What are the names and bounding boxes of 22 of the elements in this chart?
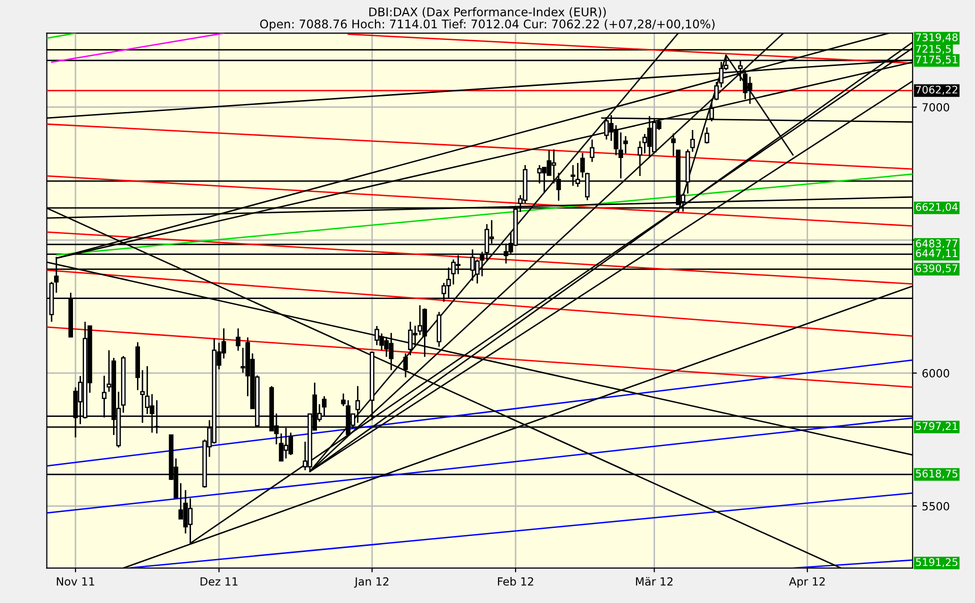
ref-line-label: 7215,5 <box>916 44 951 54</box>
ref-line-label: 6621,04 <box>916 203 958 212</box>
ref-line-label: 6447,11 <box>916 249 958 258</box>
chart-title: DBI:DAX (Dax Performance-Index (EUR)) <box>369 7 606 18</box>
ref-line-label: 7062,22 <box>916 86 958 95</box>
x-tick-label: Nov 11 <box>56 577 94 586</box>
ref-line-label: 6390,57 <box>916 264 958 274</box>
y-tick-label: 5500 <box>922 502 950 510</box>
chart-subtitle: Open: 7088.76 Hoch: 7114.01 Tief: 7012.04 Cur: 7062.22 (+07,28/+00,10%) <box>260 19 715 31</box>
y-tick-label: 6000 <box>922 369 950 378</box>
x-tick-label: Apr 12 <box>789 577 825 588</box>
ref-line-label: 5618,75 <box>916 470 958 479</box>
y-tick-label: 7000 <box>922 103 950 112</box>
text: 7319,48 <box>916 33 958 42</box>
x-tick-label: Feb 12 <box>498 577 534 586</box>
x-tick-label: Jan 12 <box>354 577 388 588</box>
x-tick-label: Dez 11 <box>200 577 238 586</box>
ref-line-label: 7175,51 <box>916 56 958 65</box>
text: 5191,25 <box>916 558 958 568</box>
x-tick-label: Mär 12 <box>636 577 672 586</box>
ref-line-label: 5797,21 <box>916 422 958 432</box>
ref-line-label: 6483,77 <box>916 240 958 248</box>
